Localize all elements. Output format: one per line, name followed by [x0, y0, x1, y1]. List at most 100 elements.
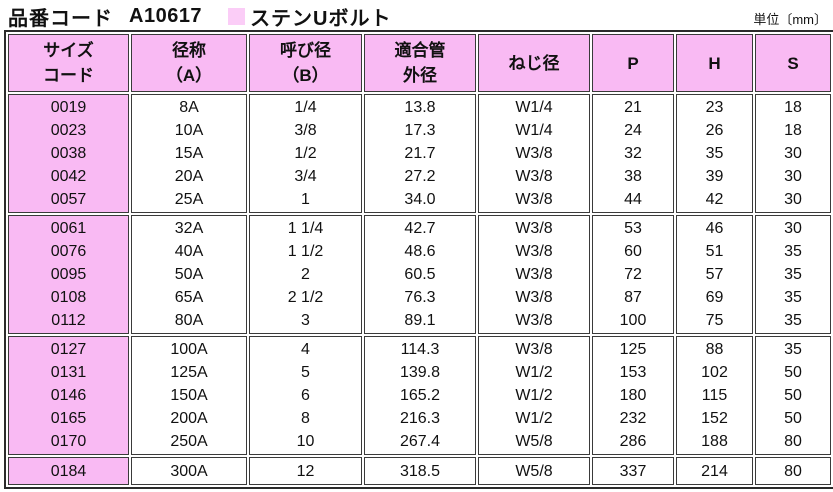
cell-value: W3/8	[515, 191, 553, 208]
cell-value: 1 1/2	[287, 243, 324, 260]
cell-value: W3/8	[515, 220, 553, 237]
cell-h: 46 51 57 69 75	[676, 215, 753, 334]
cell-size-code: 0127 0131 0146 0165 0170	[8, 336, 129, 455]
cell-thread-dia: W1/4 W1/4 W3/8 W3/8 W3/8	[478, 94, 590, 213]
cell-value: 32	[624, 145, 642, 162]
cell-value: 0108	[50, 289, 87, 306]
cell-value: 25A	[174, 191, 204, 208]
cell-value: W1/2	[515, 364, 553, 381]
cell-s: 35 50 50 50 80	[755, 336, 831, 455]
col-header-size-code: サイズ コード	[8, 34, 129, 92]
cell-value: 102	[701, 364, 728, 381]
size-group-row-4: 0184 300A 12 318.5 W5/8 337 214 80	[8, 457, 831, 485]
cell-value: 0023	[50, 122, 87, 139]
cell-value: 87	[624, 289, 642, 306]
cell-value: 267.4	[399, 433, 441, 450]
cell-value: 65A	[174, 289, 204, 306]
cell-diameter-a: 32A 40A 50A 65A 80A	[131, 215, 247, 334]
cell-value: 3/4	[294, 168, 317, 185]
cell-value: 39	[705, 168, 724, 185]
cell-value: 100	[619, 312, 647, 329]
cell-value: 0165	[50, 410, 87, 427]
cell-value: 0184	[50, 462, 87, 480]
cell-value: 300A	[170, 462, 208, 480]
cell-value: 50	[784, 387, 802, 404]
cell-value: 115	[701, 387, 728, 404]
cell-value: W3/8	[515, 289, 553, 306]
col-header-thread-dia: ねじ径	[478, 34, 590, 92]
cell-value: 0131	[50, 364, 87, 381]
cell-value: 214	[701, 462, 728, 480]
cell-value: 35	[784, 312, 802, 329]
cell-h: 23 26 35 39 42	[676, 94, 753, 213]
cell-value: 15A	[174, 145, 204, 162]
cell-value: 0146	[50, 387, 87, 404]
cell-value: W3/8	[515, 243, 553, 260]
cell-value: 2 1/2	[287, 289, 324, 306]
cell-value: 8	[301, 410, 310, 427]
product-name: ステンUボルト	[250, 7, 392, 30]
cell-value: 69	[705, 289, 724, 306]
cell-pipe-od: 42.7 48.6 60.5 76.3 89.1	[364, 215, 476, 334]
cell-value: W3/8	[515, 341, 553, 358]
cell-value: 24	[624, 122, 642, 139]
cell-value: W1/4	[515, 122, 553, 139]
cell-value: 80A	[174, 312, 204, 329]
cell-nominal-b: 1/4 3/8 1/2 3/4 1	[249, 94, 362, 213]
cell-value: 42.7	[404, 220, 436, 237]
cell-value: 5	[301, 364, 310, 381]
cell-value: 114.3	[400, 341, 440, 358]
cell-value: 0042	[50, 168, 87, 185]
col-header-diameter-a: 径称 （A）	[131, 34, 247, 92]
unit-label: 単位〔mm〕	[753, 12, 827, 27]
cell-value: 3	[301, 312, 310, 329]
cell-value: W5/8	[515, 433, 553, 450]
cell-value: 72	[624, 266, 642, 283]
cell-value: 286	[619, 433, 647, 450]
cell-value: 30	[784, 168, 802, 185]
cell-value: 21.7	[404, 145, 436, 162]
cell-value: 6	[301, 387, 310, 404]
cell-value: 35	[784, 341, 802, 358]
cell-value: 153	[619, 364, 647, 381]
cell-s: 18 18 30 30 30	[755, 94, 831, 213]
cell-value: 232	[619, 410, 647, 427]
cell-value: 32A	[174, 220, 204, 237]
cell-value: W5/8	[515, 462, 553, 480]
cell-value: 35	[705, 145, 724, 162]
cell-pipe-od: 114.3 139.8 165.2 216.3 267.4	[364, 336, 476, 455]
cell-thread-dia: W3/8 W1/2 W1/2 W1/2 W5/8	[478, 336, 590, 455]
cell-value: W1/2	[515, 387, 553, 404]
size-group-row-3: 0127 0131 0146 0165 0170 100A 125A 150A 200A 250…	[8, 336, 831, 455]
cell-value: 0170	[50, 433, 87, 450]
cell-value: 60.5	[404, 266, 436, 283]
cell-value: 0057	[50, 191, 87, 208]
cell-value: 48.6	[404, 243, 436, 260]
cell-value: 0112	[51, 312, 86, 329]
header-line: 適合管	[394, 41, 446, 60]
spec-table: サイズ コード 径称 （A） 呼び径 （B） 適合管 外径 ねじ径 P H	[4, 30, 833, 489]
cell-value: 50	[784, 410, 802, 427]
cell-value: 1 1/4	[287, 220, 324, 237]
cell-value: 0127	[50, 341, 87, 358]
cell-value: 44	[624, 191, 642, 208]
cell-value: W3/8	[515, 145, 553, 162]
cell-value: 1	[301, 191, 310, 208]
cell-value: 35	[784, 289, 802, 306]
cell-value: 38	[624, 168, 642, 185]
cell-value: 80	[784, 462, 802, 480]
cell-value: 0076	[50, 243, 87, 260]
cell-value: 337	[619, 462, 647, 480]
cell-value: 75	[705, 312, 724, 329]
cell-value: W1/4	[515, 99, 553, 116]
cell-p: 125 153 180 232 286	[592, 336, 674, 455]
cell-value: 30	[784, 191, 802, 208]
cell-nominal-b: 1 1/4 1 1/2 2 2 1/2 3	[249, 215, 362, 334]
product-code-value: A10617	[129, 4, 203, 27]
cell-value: 17.3	[404, 122, 436, 139]
cell-value: 89.1	[404, 312, 436, 329]
cell-p: 53 60 72 87 100	[592, 215, 674, 334]
cell-value: 76.3	[404, 289, 436, 306]
cell-value: 18	[784, 99, 802, 116]
